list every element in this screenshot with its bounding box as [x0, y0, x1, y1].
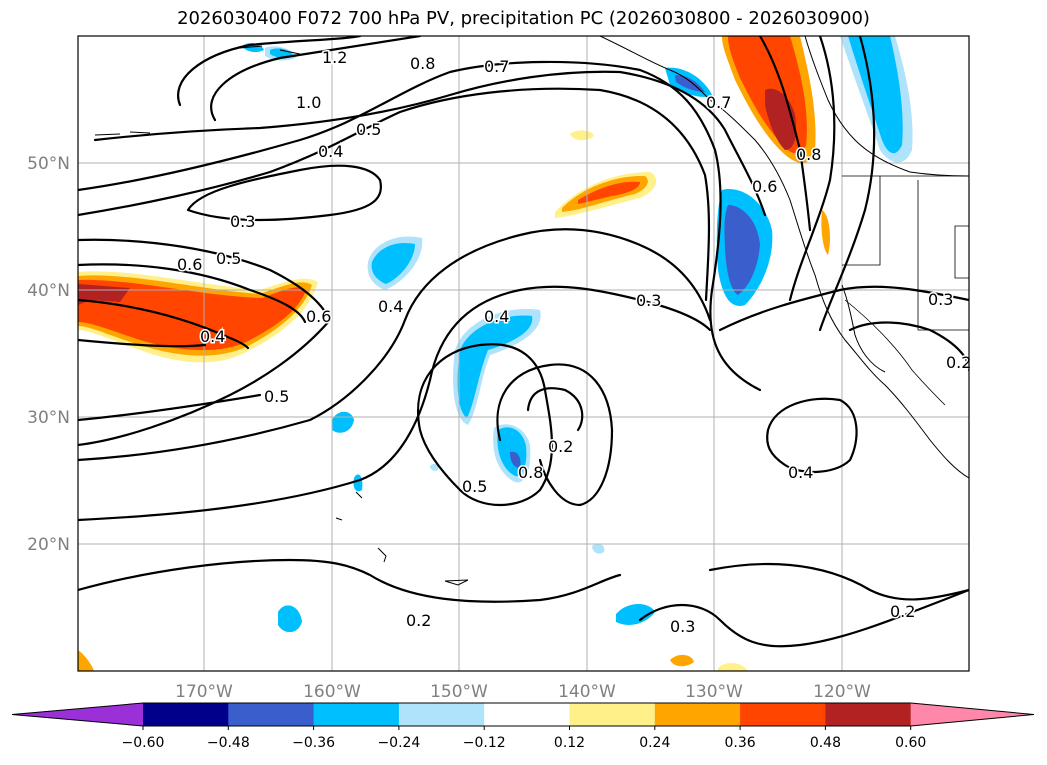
lon-label: 150°W: [430, 682, 488, 702]
lat-label: 40°N: [27, 281, 70, 301]
colorbar-tick-label: −0.24: [377, 735, 420, 751]
colorbar-segment: [825, 703, 912, 726]
contour-label: 0.4: [200, 327, 225, 346]
contour-label: 0.5: [462, 477, 487, 496]
colorbar-segment: [740, 703, 826, 726]
colorbar-tick-label: −0.12: [463, 735, 506, 751]
lat-label: 30°N: [27, 408, 70, 428]
contour-label: 0.6: [306, 307, 331, 326]
contour-label: 1.2: [322, 48, 347, 67]
contour-label: 0.6: [752, 177, 777, 196]
colorbar-tick-label: −0.36: [292, 735, 335, 751]
colorbar-extend-high: [910, 703, 1034, 726]
map-frame: [77, 35, 970, 672]
colorbar-segment: [569, 703, 656, 726]
coastlines: [94, 36, 969, 586]
colorbar-segment: [313, 703, 400, 726]
colorbar-tick-label: −0.60: [122, 735, 165, 751]
graticule: [78, 36, 969, 671]
colorbar-tick-label: 0.24: [639, 735, 670, 751]
lon-label: 130°W: [685, 682, 743, 702]
contour-label: 0.4: [788, 463, 813, 482]
colorbar-segment: [398, 703, 485, 726]
contour-label: 1.0: [296, 93, 321, 112]
colorbar-tick-label: −0.48: [207, 735, 250, 751]
contour-label: 0.8: [518, 463, 543, 482]
precip-shading: [78, 36, 913, 671]
latitude-labels: 50°N 40°N 30°N 20°N: [27, 154, 70, 555]
colorbar-segment: [654, 703, 741, 726]
contour-label: 0.7: [484, 57, 509, 76]
contour-label: 0.4: [484, 307, 509, 326]
contour-label: 0.2: [890, 602, 915, 621]
pv-contours: [78, 36, 969, 648]
colorbar-extend-low: [12, 703, 143, 726]
colorbar-segment: [228, 703, 315, 726]
contour-label: 0.5: [216, 249, 241, 268]
lon-label: 120°W: [813, 682, 871, 702]
contour-label: 0.3: [636, 291, 661, 310]
contour-label: 0.7: [706, 93, 731, 112]
colorbar-tick-label: 0.36: [725, 735, 756, 751]
contour-label: 0.2: [946, 353, 971, 372]
contour-label: 0.2: [406, 611, 431, 630]
colorbar-segment: [484, 703, 570, 726]
map-title: 2026030400 F072 700 hPa PV, precipitatio…: [177, 8, 870, 29]
contour-label: 0.3: [230, 212, 255, 231]
colorbar-tick-label: 0.60: [895, 735, 926, 751]
contour-label: 0.5: [264, 387, 289, 406]
contour-label: 0.4: [318, 142, 343, 161]
colorbar-tick-label: 0.12: [554, 735, 585, 751]
colorbar-segment: [143, 703, 229, 726]
contour-label: 0.3: [670, 617, 695, 636]
colorbar: −0.60 −0.48 −0.36 −0.24 −0.12 0.12 0.24 0.36 0.4…: [11, 702, 1035, 751]
contour-labels: 1.2 0.8 0.7 1.0 0.5 0.4 0.3 0.6 0.5 0.6 …: [176, 47, 973, 638]
colorbar-tick-label: 0.48: [810, 735, 841, 751]
lat-label: 50°N: [27, 154, 70, 174]
lat-label: 20°N: [27, 535, 70, 555]
contour-label: 0.8: [796, 145, 821, 164]
contour-label: 0.4: [378, 297, 403, 316]
contour-label: 0.6: [177, 255, 202, 274]
contour-label: 0.3: [928, 290, 953, 309]
contour-label: 0.8: [410, 54, 435, 73]
lon-label: 170°W: [175, 682, 233, 702]
contour-label: 0.5: [356, 120, 381, 139]
contour-label: 0.2: [548, 437, 573, 456]
longitude-labels: 170°W 160°W 150°W 140°W 130°W 120°W: [175, 682, 871, 702]
lon-label: 160°W: [303, 682, 361, 702]
lon-label: 140°W: [558, 682, 616, 702]
